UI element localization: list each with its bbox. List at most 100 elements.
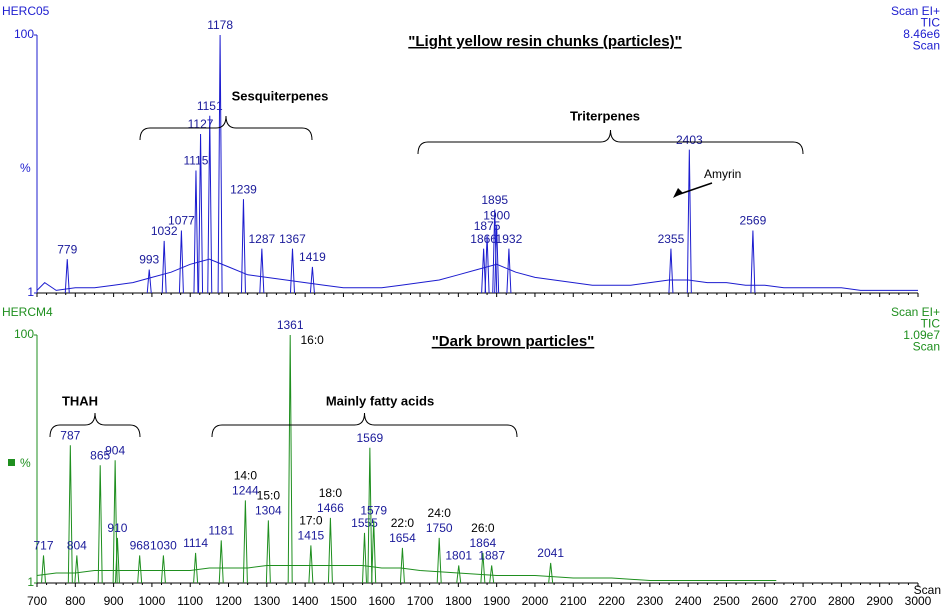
- x-label: Scan: [914, 583, 941, 597]
- scan-info: Scan EI+: [891, 4, 940, 18]
- peak-label: 1654: [389, 531, 416, 545]
- sample-name: HERCM4: [2, 305, 53, 319]
- peak: [287, 334, 293, 584]
- x-tick-label: 1300: [253, 594, 280, 608]
- x-tick-label: 1800: [445, 594, 472, 608]
- peak: [74, 555, 80, 584]
- peak-label: 787: [60, 428, 80, 442]
- x-tick-label: 1700: [407, 594, 434, 608]
- x-tick-label: 900: [104, 594, 124, 608]
- peak: [548, 562, 554, 584]
- peak: [480, 552, 486, 584]
- peak: [259, 248, 265, 294]
- peak-label: 968: [130, 539, 150, 553]
- y-tick-label: 100: [14, 27, 34, 41]
- peak-label: 1419: [299, 250, 326, 264]
- bracket: [417, 129, 804, 155]
- peak-label: 1114: [183, 536, 208, 550]
- peak-label: 2041: [537, 546, 564, 560]
- peak-label: 2355: [658, 232, 685, 246]
- peak-label: 1178: [207, 18, 233, 32]
- compound-label: 22:0: [391, 516, 415, 530]
- x-tick-label: 2300: [637, 594, 664, 608]
- peak: [178, 230, 184, 294]
- peak: [481, 248, 487, 294]
- annotation: Amyrin: [704, 167, 741, 181]
- peak: [327, 517, 333, 584]
- peak-label: 1361: [277, 318, 304, 332]
- peak-label: 1866: [470, 232, 497, 246]
- x-tick-label: 2800: [828, 594, 855, 608]
- peak: [506, 248, 512, 294]
- y-tick-label: 1: [27, 285, 34, 299]
- peak-label: 1415: [298, 529, 325, 543]
- x-tick-label: 800: [65, 594, 85, 608]
- x-tick-label: 700: [27, 594, 47, 608]
- compound-label: 18:0: [319, 486, 343, 500]
- trace: [36, 565, 777, 581]
- peak: [484, 235, 490, 294]
- compound-label: 24:0: [428, 506, 452, 520]
- panel-title: "Dark brown particles": [432, 333, 595, 350]
- peak: [489, 565, 495, 584]
- peak: [198, 134, 204, 294]
- peak: [160, 555, 166, 584]
- compound-label: 15:0: [257, 489, 281, 503]
- peak-label: 1181: [208, 524, 234, 538]
- peak-label: 1569: [357, 431, 384, 445]
- compound-label: 14:0: [234, 469, 258, 483]
- peak: [193, 552, 199, 584]
- x-tick-label: 2500: [713, 594, 740, 608]
- arrow-head: [673, 188, 683, 198]
- y-tick-label: 100: [14, 327, 34, 341]
- scan-info: Scan: [913, 340, 940, 354]
- peak-label: 717: [33, 539, 53, 553]
- scan-info: 1.09e7: [903, 328, 940, 342]
- peak: [97, 465, 103, 584]
- peak: [371, 520, 377, 584]
- x-tick-label: 2700: [790, 594, 817, 608]
- scan-info: 8.46e6: [903, 27, 940, 41]
- peak: [399, 547, 405, 584]
- peak-label: 1801: [445, 549, 472, 563]
- peak: [309, 266, 315, 294]
- peak-label: 1030: [150, 539, 177, 553]
- peak: [67, 445, 73, 584]
- compound-label: 26:0: [471, 521, 495, 535]
- peak-label: 1367: [279, 232, 306, 246]
- peak-label: 1077: [168, 214, 195, 228]
- peak: [64, 259, 70, 294]
- y-tick-label: 1: [27, 575, 34, 589]
- peak: [146, 269, 152, 294]
- sample-name: HERC05: [2, 4, 50, 18]
- peak-label: 779: [57, 242, 77, 256]
- x-tick-label: 3000: [905, 594, 932, 608]
- peak-label: 1466: [317, 501, 344, 515]
- peak: [218, 540, 224, 584]
- x-tick-label: 1500: [330, 594, 357, 608]
- x-tick-label: 1100: [177, 594, 203, 608]
- peak-label: 2403: [676, 133, 703, 147]
- compound-label: 17:0: [299, 514, 323, 528]
- peak: [492, 209, 498, 294]
- scan-info: Scan: [913, 39, 940, 53]
- peak-label: 1032: [151, 224, 178, 238]
- peak-label: 1579: [360, 504, 387, 518]
- x-tick-label: 1200: [215, 594, 242, 608]
- annotation: Mainly fatty acids: [326, 393, 434, 408]
- compound-label: 16:0: [301, 333, 325, 347]
- peak: [750, 230, 756, 294]
- peak: [193, 170, 199, 294]
- x-tick-label: 1000: [139, 594, 166, 608]
- x-tick-label: 2000: [522, 594, 549, 608]
- peak-label: 1239: [230, 182, 257, 196]
- scan-info: TIC: [921, 317, 941, 331]
- x-tick-label: 2900: [866, 594, 893, 608]
- peak-label: 1304: [255, 504, 282, 518]
- peak-label: 1895: [481, 193, 508, 207]
- peak: [456, 565, 462, 584]
- peak-label: 1115: [184, 154, 209, 168]
- peak: [308, 545, 314, 584]
